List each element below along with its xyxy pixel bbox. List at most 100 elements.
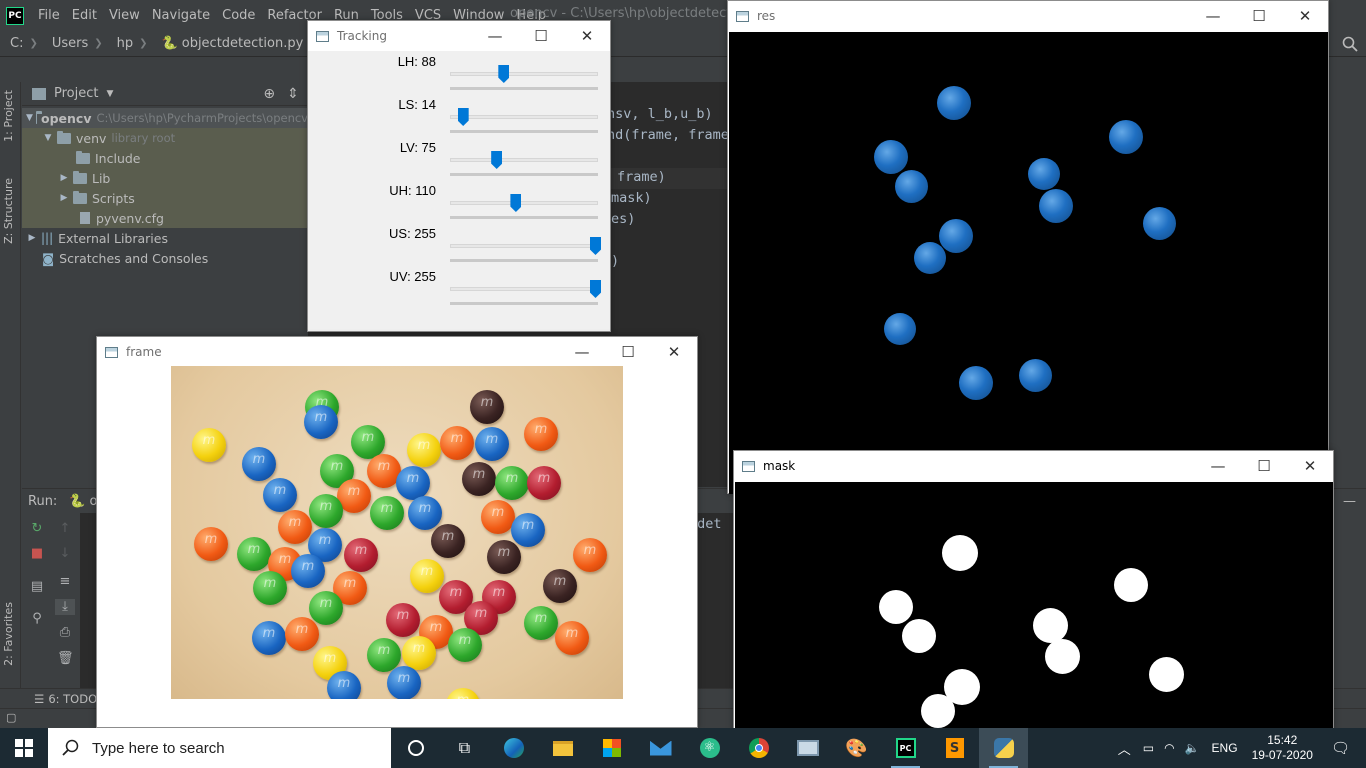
menu-view[interactable]: View [108, 7, 140, 23]
notifications-icon[interactable]: 🗨 [1330, 740, 1350, 757]
down-arrow-icon[interactable]: ↓ [59, 546, 71, 561]
run-tab[interactable]: o [89, 493, 98, 509]
tab-structure[interactable]: Z: Structure [2, 178, 15, 244]
volume-icon[interactable]: 🔈 [1184, 741, 1200, 755]
pin-icon[interactable]: ⚲ [32, 611, 42, 626]
menu-code[interactable]: Code [222, 7, 256, 23]
rerun-icon[interactable]: ↻ [31, 521, 43, 536]
maximize-icon[interactable]: ☐ [1252, 7, 1266, 25]
menu-vcs[interactable]: VCS [414, 7, 442, 23]
maximize-icon[interactable]: ☐ [621, 343, 635, 361]
print-icon[interactable]: ⎙ [59, 625, 71, 640]
close-icon[interactable]: ✕ [667, 343, 681, 361]
tab-project[interactable]: 1: Project [2, 90, 15, 142]
trackbar-thumb[interactable] [590, 280, 601, 298]
maximize-icon[interactable]: ☐ [1257, 457, 1271, 475]
trackbar-thumb[interactable] [457, 108, 469, 126]
taskbar-python[interactable] [979, 728, 1028, 768]
trash-icon[interactable]: 🗑 [57, 651, 74, 666]
trackbar-track[interactable] [450, 115, 598, 119]
trackbar-track[interactable] [450, 287, 598, 291]
task-view-button[interactable]: ⧉ [440, 728, 489, 768]
close-icon[interactable]: ✕ [580, 27, 594, 45]
wifi-icon[interactable]: ◠ [1164, 741, 1175, 755]
chevron-down-icon[interactable]: ▼ [26, 113, 33, 123]
tree-item-opencv[interactable]: ▼ opencv C:\Users\hp\PycharmProjects\ope… [22, 108, 308, 128]
minimize-icon[interactable]: — [487, 27, 503, 45]
taskbar-search[interactable]: Type here to search [48, 728, 391, 768]
project-view-selector[interactable]: Project [54, 86, 99, 101]
chevron-up-icon[interactable]: ︿ [1117, 741, 1131, 757]
tree-item-venv[interactable]: ▼ venv library root [22, 128, 308, 148]
taskbar-chrome[interactable] [734, 728, 783, 768]
taskbar-mail[interactable] [636, 728, 685, 768]
chevron-down-icon[interactable]: ▼ [106, 88, 114, 99]
chevron-right-icon[interactable]: ▶ [60, 173, 68, 183]
taskbar-file-explorer[interactable] [538, 728, 587, 768]
search-everywhere-icon[interactable] [1342, 36, 1358, 56]
tree-item-scripts[interactable]: ▶ Scripts [22, 188, 308, 208]
trackbar-thumb[interactable] [498, 65, 510, 83]
menu-run[interactable]: Run [333, 7, 359, 23]
clock[interactable]: 15:42 19-07-2020 [1252, 733, 1313, 763]
language-indicator[interactable]: ENG [1211, 741, 1238, 755]
trackbar-track[interactable] [450, 201, 598, 205]
trackbar-thumb[interactable] [510, 194, 522, 212]
trackbar-track[interactable] [450, 72, 598, 76]
menu-window[interactable]: Window [453, 7, 505, 23]
tree-item-external-libraries[interactable]: ▶ ||| External Libraries [22, 228, 308, 248]
tree-item-include[interactable]: Include [22, 148, 308, 168]
mask-titlebar[interactable]: mask — ☐ ✕ [734, 451, 1333, 481]
breadcrumb-hp[interactable]: hp ❯ [107, 36, 152, 51]
collapse-all-icon[interactable]: ⇕ [287, 85, 299, 102]
frame-titlebar[interactable]: frame — ☐ ✕ [97, 337, 697, 367]
res-titlebar[interactable]: res — ☐ ✕ [728, 1, 1328, 31]
menu-refactor[interactable]: Refactor [267, 7, 322, 23]
soft-wrap-icon[interactable]: ≡ [59, 574, 71, 589]
minimize-panel-icon[interactable]: — [1343, 493, 1356, 509]
taskbar-atom[interactable]: ⚛ [685, 728, 734, 768]
trackbar-thumb[interactable] [491, 151, 503, 169]
breadcrumb-drive[interactable]: C: ❯ [0, 36, 42, 51]
menu-edit[interactable]: Edit [71, 7, 97, 23]
chevron-down-icon[interactable]: ▼ [44, 133, 52, 143]
breadcrumb-file[interactable]: 🐍 objectdetection.py [152, 36, 308, 51]
taskbar-sublime[interactable]: S [930, 728, 979, 768]
scroll-to-end-icon[interactable]: ⤓ [55, 599, 75, 615]
locate-icon[interactable]: ⊕ [263, 85, 276, 102]
minimize-icon[interactable]: — [574, 343, 590, 361]
cortana-button[interactable] [391, 728, 440, 768]
close-icon[interactable]: ✕ [1298, 7, 1312, 25]
chevron-right-icon[interactable]: ▶ [28, 233, 36, 243]
tree-item-scratches[interactable]: ◙ Scratches and Consoles [22, 248, 308, 268]
maximize-icon[interactable]: ☐ [534, 27, 548, 45]
close-icon[interactable]: ✕ [1303, 457, 1317, 475]
taskbar-pycharm[interactable]: PC [881, 728, 930, 768]
tab-todo[interactable]: 6: TODO [48, 691, 98, 706]
tree-item-pyvenv[interactable]: pyvenv.cfg [22, 208, 308, 228]
taskbar-store[interactable] [587, 728, 636, 768]
layout-icon[interactable]: ▤ [30, 579, 44, 594]
trackbar-track[interactable] [450, 244, 598, 248]
battery-icon[interactable]: ▭ [1142, 741, 1155, 755]
start-button[interactable] [0, 728, 48, 768]
minimize-icon[interactable]: — [1210, 457, 1226, 475]
trackbar-thumb[interactable] [590, 237, 601, 255]
stop-icon[interactable]: ■ [30, 546, 44, 561]
tree-item-lib[interactable]: ▶ Lib [22, 168, 308, 188]
menu-navigate[interactable]: Navigate [151, 7, 211, 23]
taskbar-photos[interactable] [783, 728, 832, 768]
taskbar-edge[interactable] [489, 728, 538, 768]
menu-file[interactable]: File [38, 7, 60, 23]
taskbar-paint[interactable]: 🎨 [832, 728, 881, 768]
breadcrumb-users[interactable]: Users ❯ [42, 36, 107, 51]
trackbar-track[interactable] [450, 158, 598, 162]
menu-help[interactable]: Help [516, 7, 547, 23]
chevron-right-icon[interactable]: ▶ [60, 193, 68, 203]
tab-favorites[interactable]: 2: Favorites [2, 602, 15, 666]
tracking-titlebar[interactable]: Tracking — ☐ ✕ [308, 21, 610, 51]
up-arrow-icon[interactable]: ↑ [59, 521, 71, 536]
menu-tools[interactable]: Tools [370, 7, 403, 23]
toggle-tool-windows-icon[interactable]: ▢ [6, 711, 17, 724]
minimize-icon[interactable]: — [1205, 7, 1221, 25]
